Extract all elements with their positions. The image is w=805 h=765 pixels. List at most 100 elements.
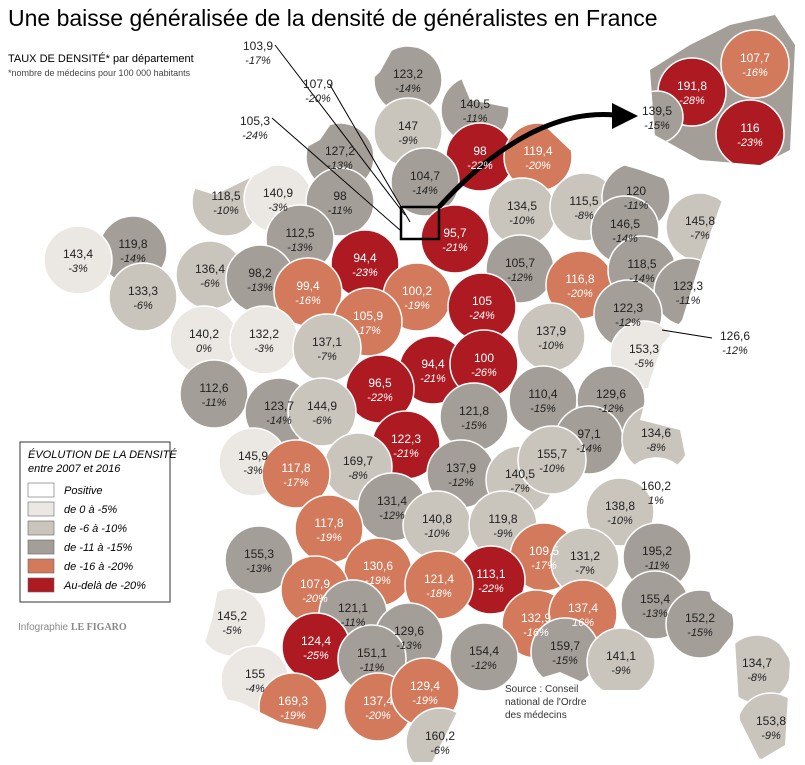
department-density: 195,2 [642, 544, 672, 558]
department-change: -19% [280, 710, 306, 722]
department-density: 137,4 [363, 694, 393, 708]
department-change: -14% [576, 443, 602, 455]
department-density: 118,5 [627, 257, 656, 271]
department-density: 129,6 [394, 624, 424, 638]
department-density: 124,4 [301, 634, 331, 648]
department-change: -21% [393, 448, 419, 460]
legend-swatch [27, 501, 55, 517]
credit: Infographie LE FIGARO [18, 622, 127, 633]
department-density: 118,5 [211, 189, 240, 203]
legend-title: ÉVOLUTION DE LA DENSITÉ [28, 448, 177, 461]
department-density: 153,8 [756, 714, 786, 728]
department-density: 98 [473, 144, 487, 158]
department-density: 127,2 [325, 144, 355, 158]
department-density: 155,4 [640, 592, 670, 606]
department-change: -13% [247, 282, 273, 294]
department-change: -11% [341, 617, 366, 629]
department-change: -8% [348, 470, 368, 482]
inset-density: 116 [740, 121, 759, 135]
department-density: 147 [398, 119, 418, 133]
department-density: 137,9 [446, 461, 476, 475]
department-change: -3% [68, 263, 88, 275]
department-change: -11% [463, 113, 488, 125]
department-change: -26% [471, 367, 497, 379]
department-density: 130,6 [363, 559, 393, 573]
department-density: 113,1 [476, 567, 505, 581]
department-change: -14% [412, 185, 438, 197]
department-change: -16% [523, 627, 549, 639]
legend-swatch [27, 482, 55, 498]
title: Une baisse généralisée de la densité de … [8, 5, 658, 31]
department-change: -12% [379, 510, 405, 522]
arrow-head [612, 103, 638, 129]
department-density: 94,4 [353, 251, 377, 265]
callout-lines [271, 44, 713, 339]
department-change: -5% [634, 358, 654, 370]
department-density: 151,1 [357, 646, 387, 660]
department-density: 152,2 [685, 611, 715, 625]
department-density: 97,1 [577, 427, 601, 441]
source-3: des médecins [505, 710, 567, 721]
department-change: -19% [404, 300, 430, 312]
department-change: -6% [430, 745, 450, 757]
department-density: 99,4 [296, 279, 320, 293]
department-density: 140,8 [422, 512, 452, 526]
department-density: 105,9 [353, 309, 383, 323]
department-change: -19% [365, 575, 391, 587]
department-density: 94,4 [421, 357, 445, 371]
zoom-arrow [437, 111, 616, 209]
department-density: 112,6 [199, 381, 228, 395]
department-change: -9% [611, 665, 631, 677]
department-density: 140,2 [189, 327, 219, 341]
department-density: 120 [626, 184, 646, 198]
department-density: 154,4 [469, 644, 499, 658]
department-density: 109,5 [529, 544, 559, 558]
department-change: -6% [312, 415, 332, 427]
france-map [43, 45, 790, 762]
department-change: -25% [303, 650, 329, 662]
department-density: 140,5 [505, 467, 535, 481]
department-change: -10% [213, 205, 239, 217]
department-change: -20% [302, 593, 328, 605]
legend-label: de -11 à -15% [64, 542, 133, 554]
department-change: -15% [461, 420, 487, 432]
department-change: -10% [424, 528, 450, 540]
legend-subtitle: entre 2007 et 2016 [28, 463, 121, 475]
department-change: -14% [120, 253, 146, 265]
callout-density: 105,3 [240, 114, 270, 128]
department-density: 131,2 [570, 549, 600, 563]
department-density: 117,8 [314, 516, 343, 530]
department-change: -13% [246, 563, 272, 575]
inset-area [720, 29, 790, 99]
legend-label: de -6 à -10% [64, 523, 127, 535]
department-density: 169,7 [343, 454, 373, 468]
department-change: -5% [222, 625, 242, 637]
department-density: 132,9 [521, 611, 551, 625]
department-change: 0% [196, 343, 212, 355]
department-density: 121,1 [338, 601, 368, 615]
department-density: 126,6 [720, 329, 750, 343]
department-density: 107,9 [300, 577, 330, 591]
department-density: 134,7 [742, 656, 772, 670]
department-density: 132,2 [249, 327, 279, 341]
department-density: 123,2 [393, 67, 423, 81]
department-density: 153,3 [629, 342, 659, 356]
department-area [261, 439, 331, 509]
department-labels: 123,2 -14% 140,5 -11% 147 -9% 127,2 -13% 98 -22% 1… [63, 39, 786, 757]
department-density: 160,2 [641, 479, 671, 493]
paris-box [399, 205, 441, 241]
department-density: 134,6 [641, 426, 671, 440]
department-density: 146,5 [610, 217, 640, 231]
inset-change: -23% [737, 137, 763, 149]
department-change: -10% [509, 215, 535, 227]
department-change: -20% [567, 288, 593, 300]
department-density: 115,5 [569, 194, 598, 208]
department-change: -6% [200, 278, 220, 290]
department-change: 1% [648, 495, 664, 507]
department-density: 121,8 [459, 404, 489, 418]
department-density: 138,8 [605, 499, 635, 513]
department-density: 110,4 [528, 387, 557, 401]
department-density: 119,4 [523, 144, 552, 158]
department-change: -14% [612, 233, 638, 245]
